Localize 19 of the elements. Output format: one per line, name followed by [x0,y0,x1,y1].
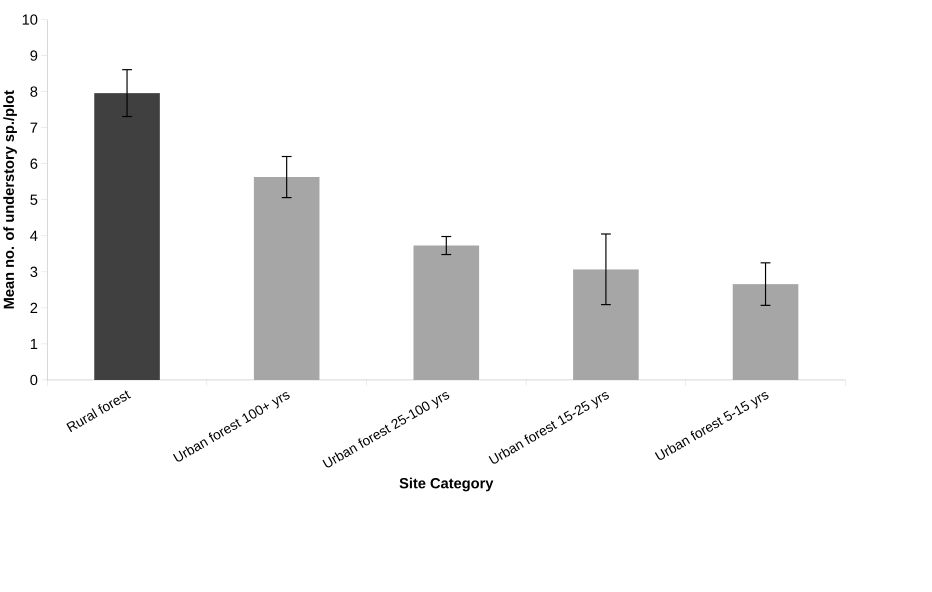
y-axis-title: Mean no. of understory sp./plot [3,90,17,308]
bar [94,92,160,380]
bar [732,284,798,380]
y-tick-label: 9 [30,50,38,61]
y-tick-label: 0 [30,374,38,385]
y-tick-label: 1 [30,338,38,349]
y-tick-label: 8 [30,86,38,97]
x-axis-title: Site Category [400,477,494,492]
bar [573,269,639,380]
y-tick-label: 2 [30,302,38,313]
y-tick-label: 3 [30,266,38,277]
y-tick-label: 5 [30,194,38,205]
y-tick-label: 7 [30,122,38,132]
bar [413,245,480,380]
bar [254,176,320,380]
x-tick-label: Urban forest 100+ yrs [172,392,290,462]
y-tick-label: 4 [30,230,38,241]
y-tick-label: 6 [30,158,38,169]
y-tick-label: 10 [22,14,38,25]
